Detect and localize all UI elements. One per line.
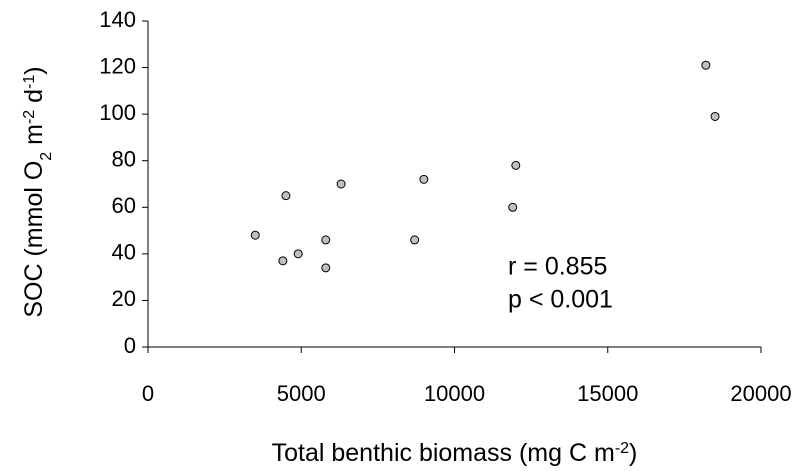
point (278, 256, 288, 266)
x-axis-label-part: Total benthic biomass (mg C m (272, 439, 615, 467)
point (419, 174, 429, 184)
y-axis-label-part: -2 (21, 110, 38, 124)
y-tick-label: 80 (112, 147, 136, 172)
point (511, 160, 521, 170)
point (508, 202, 518, 212)
y-tick-label: 60 (112, 193, 136, 218)
y-axis-label-part: -1 (21, 75, 38, 89)
y-axis-label-part: m (20, 124, 48, 152)
x-tick-label: 15000 (577, 381, 638, 406)
y-axis-label-part: 2 (38, 152, 55, 161)
x-axis-label: Total benthic biomass (mg C m-2) (272, 439, 638, 467)
y-tick-label: 120 (99, 53, 136, 78)
y-axis-label-part: SOC (mmol O (20, 161, 48, 318)
x-tick-label: 10000 (424, 381, 485, 406)
point (281, 191, 291, 201)
y-tick-label: 20 (112, 286, 136, 311)
x-axis-label-part: -2 (615, 440, 629, 457)
y-axis-label: SOC (mmol O2 m-2 d-1) (20, 66, 55, 317)
y-tick-label: 40 (112, 240, 136, 265)
y-tick-label: 100 (99, 100, 136, 125)
y-axis-label-part: d (20, 89, 48, 110)
point (250, 230, 260, 240)
y-tick-label: 0 (124, 333, 136, 358)
annotation: r = 0.855 (508, 253, 607, 281)
y-axis-label-part: ) (20, 66, 48, 74)
point (410, 235, 420, 245)
point (293, 249, 303, 259)
annotation: p < 0.001 (508, 286, 613, 314)
x-tick-label: 5000 (277, 381, 326, 406)
point (701, 60, 711, 70)
x-axis-label-part: ) (629, 439, 637, 467)
point (710, 111, 720, 121)
x-tick-label: 20000 (730, 381, 791, 406)
point (321, 235, 331, 245)
point (321, 263, 331, 273)
x-tick-label: 0 (142, 381, 154, 406)
point (336, 179, 346, 189)
y-tick-label: 140 (99, 7, 136, 32)
